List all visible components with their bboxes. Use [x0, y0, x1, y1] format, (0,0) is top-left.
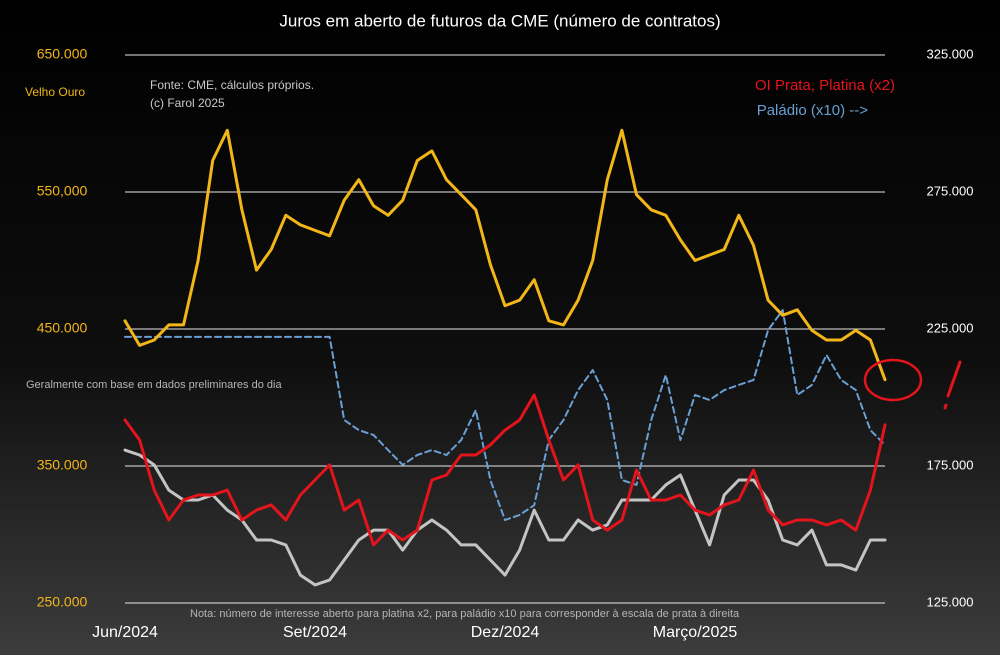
- series-line: [123, 128, 887, 382]
- y2-tick-label: 175.000: [927, 457, 974, 472]
- y-tick-label: 250.000: [37, 594, 88, 610]
- plot-area: 250.000 350.000 450.000 550,000 650.000 125.0…: [37, 46, 974, 642]
- y-tick-label: 350.000: [37, 457, 88, 473]
- y-tick-label: 650.000: [37, 46, 88, 62]
- y-tick-label: 550,000: [37, 183, 88, 199]
- footnote: Nota: número de interesse aberto para pl…: [190, 608, 740, 620]
- exclamation-mark: [943, 360, 962, 410]
- source-note: Fonte: CME, cálculos próprios.: [150, 78, 314, 92]
- series-line: [123, 393, 887, 547]
- x-tick-label: Março/2025: [653, 624, 738, 641]
- x-tick-label: Dez/2024: [471, 624, 540, 641]
- y2-tick-label: 125.000: [927, 594, 974, 609]
- legend-entry: OI Prata, Platina (x2): [755, 77, 895, 94]
- y-tick-label: 450.000: [37, 320, 88, 336]
- x-tick-label: Jun/2024: [92, 624, 158, 641]
- legend-entry: Paládio (x10) -->: [757, 102, 869, 119]
- legend-entry: Velho Ouro: [25, 85, 85, 99]
- highlight-circle: [863, 358, 923, 402]
- series-line: [124, 309, 886, 521]
- y2-tick-label: 275.000: [927, 183, 974, 198]
- x-tick-label: Set/2024: [283, 624, 347, 641]
- data-note: Geralmente com base em dados preliminare…: [26, 379, 282, 391]
- y2-tick-label: 225.000: [927, 320, 974, 335]
- y2-tick-label: 325.000: [927, 46, 974, 61]
- copyright: (c) Farol 2025: [150, 96, 225, 110]
- chart-title: Juros em aberto de futuros da CME (númer…: [279, 11, 720, 30]
